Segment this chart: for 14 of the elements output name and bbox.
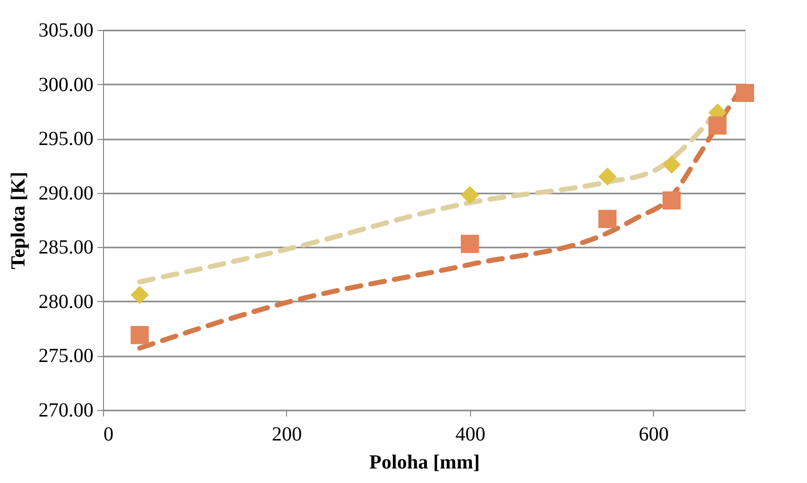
y-tick-label: 280.00 [38,290,94,313]
y-tick-label: 300.00 [38,74,94,96]
x-axis-title: Poloha [mm] [369,452,480,474]
y-tick-label: 295.00 [38,128,94,150]
y-tick-label: 270.00 [38,400,94,422]
y-axis-title: Teplota [K] [8,172,30,270]
x-tick-label: 200 [272,424,302,446]
x-tick-label: 600 [638,424,669,446]
y-tick-label: 285.00 [38,236,94,259]
y-tick-label: 275.00 [38,345,94,368]
y-tick-label: 305.00 [38,20,94,42]
y-tick-label: 290.00 [38,182,94,204]
x-tick-label: 0 [104,424,114,446]
x-tick-label: 400 [455,424,486,446]
